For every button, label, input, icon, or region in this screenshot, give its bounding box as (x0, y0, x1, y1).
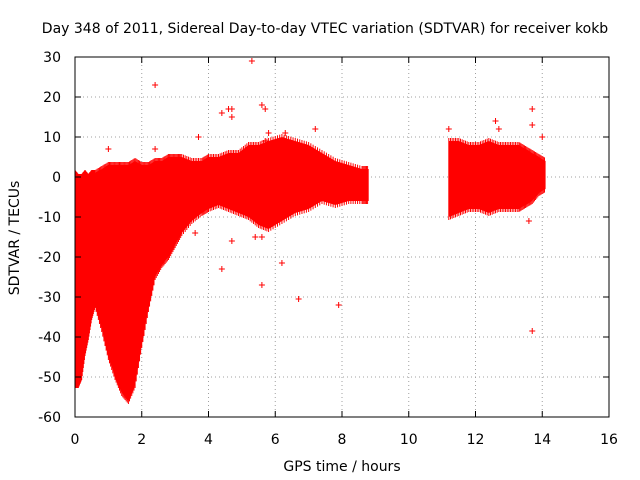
outlier-point (539, 134, 546, 140)
outlier-point (218, 266, 225, 272)
x-tick-label: 4 (204, 432, 213, 448)
outlier-point (495, 126, 502, 132)
outlier-point (228, 238, 235, 244)
outlier-point (218, 110, 225, 116)
outlier-point (152, 146, 159, 152)
x-tick-label: 2 (137, 432, 146, 448)
outlier-point (228, 114, 235, 120)
outlier-point (262, 138, 269, 144)
outlier-point (525, 218, 532, 224)
x-tick-label: 10 (400, 432, 418, 448)
outlier-point (252, 158, 259, 164)
outlier-point (529, 328, 536, 334)
outlier-point (265, 130, 272, 136)
outlier-point (195, 134, 202, 140)
outlier-point (298, 162, 305, 168)
x-tick-label: 12 (467, 432, 485, 448)
outlier-point (295, 296, 302, 302)
outlier-point (312, 126, 319, 132)
y-tick-label: -50 (38, 370, 61, 386)
y-tick-label: 10 (43, 130, 61, 146)
y-tick-label: 20 (43, 90, 61, 106)
chart-title: Day 348 of 2011, Sidereal Day-to-day VTE… (42, 21, 608, 37)
outlier-point (529, 122, 536, 128)
outlier-point (282, 130, 289, 136)
outlier-point (258, 102, 265, 108)
outlier-point (248, 58, 255, 64)
y-tick-label: -20 (38, 250, 61, 266)
outlier-point (105, 146, 112, 152)
x-tick-label: 16 (600, 432, 618, 448)
y-tick-label: -10 (38, 210, 61, 226)
y-tick-label: 30 (43, 50, 61, 66)
x-tick-label: 14 (533, 432, 551, 448)
outlier-point (258, 234, 265, 240)
x-tick-label: 8 (338, 432, 347, 448)
y-tick-label: -30 (38, 290, 61, 306)
y-tick-label: -40 (38, 330, 61, 346)
outlier-point (335, 302, 342, 308)
x-axis-label: GPS time / hours (283, 459, 400, 475)
ticks: 0 2 4 6 8 10 12 14 16 -60 -50 -40 -30 -20 -10 0 10 20 30 (38, 50, 618, 448)
x-tick-label: 0 (71, 432, 80, 448)
outlier-point (262, 106, 269, 112)
data-points (74, 58, 546, 404)
outlier-point (492, 118, 499, 124)
outlier-point (278, 260, 285, 266)
outlier-point (252, 234, 259, 240)
outlier-point (162, 178, 169, 184)
outlier-point (192, 230, 199, 236)
outlier-point (228, 106, 235, 112)
y-tick-label: 0 (52, 170, 61, 186)
x-tick-label: 6 (271, 432, 280, 448)
outlier-point (258, 282, 265, 288)
outlier-point (529, 106, 536, 112)
y-tick-label: -60 (38, 410, 61, 426)
outlier-point (152, 82, 159, 88)
y-axis-label: SDTVAR / TECUs (7, 181, 23, 296)
outlier-point (445, 126, 452, 132)
